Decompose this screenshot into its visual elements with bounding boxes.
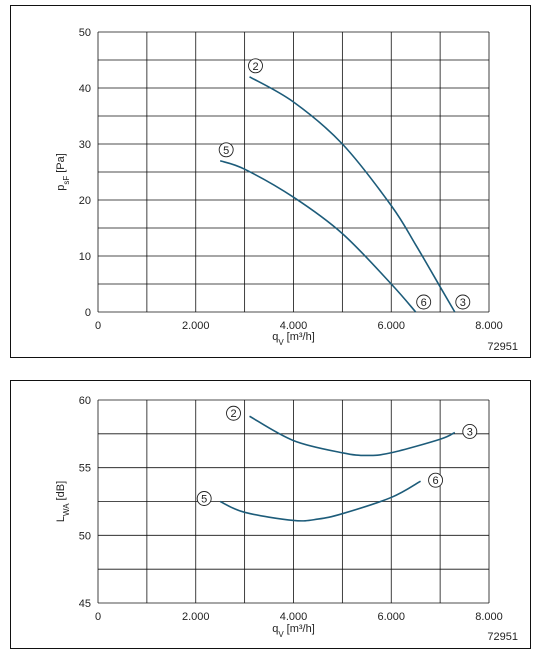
label-subscript: WA — [62, 503, 71, 516]
label-subscript: V — [278, 630, 284, 639]
y-tick-label: 50 — [79, 530, 91, 542]
curve-marker-label: 2 — [252, 61, 258, 73]
curve-marker-circle — [428, 472, 444, 488]
curve-marker-label: 3 — [460, 297, 466, 309]
x-tick-label: 4.000 — [280, 320, 308, 332]
curve-marker-circle — [218, 142, 234, 158]
y-axis-label: psF [Pa] — [55, 153, 71, 191]
curve-marker-label: 3 — [467, 426, 473, 438]
x-tick-label: 2.000 — [182, 611, 210, 623]
curve — [219, 480, 421, 522]
curve-marker-label: 6 — [433, 475, 439, 487]
label-unit: [m³/h] — [287, 331, 315, 343]
x-tick-label: 0 — [95, 320, 101, 332]
curve-marker-circle — [416, 294, 432, 310]
curve-marker-label: 5 — [223, 145, 229, 157]
label-symbol: q — [272, 331, 278, 343]
y-tick-label: 50 — [79, 27, 91, 39]
panel-frame — [10, 5, 531, 358]
curve-marker-label: 2 — [230, 408, 236, 420]
x-tick-label: 8.000 — [475, 320, 503, 332]
curve-marker-circle — [248, 58, 263, 74]
label-symbol: L — [55, 516, 67, 522]
label-unit: [dB] — [55, 481, 67, 501]
curve — [219, 160, 417, 313]
curve-marker-circle — [196, 491, 212, 506]
curve-marker-circle — [462, 424, 478, 439]
x-tick-label: 6.000 — [377, 320, 405, 332]
y-tick-label: 0 — [85, 307, 91, 319]
y-tick-label: 55 — [79, 463, 91, 475]
y-tick-label: 10 — [79, 251, 91, 263]
curve-marker-circle — [226, 405, 241, 421]
label-subscript: V — [278, 338, 284, 347]
y-tick-label: 30 — [79, 139, 91, 151]
label-symbol: q — [272, 623, 278, 635]
label-symbol: p — [55, 185, 67, 191]
label-unit: [Pa] — [55, 153, 67, 173]
curve — [249, 76, 456, 313]
x-axis-label: qV [m³/h] — [272, 623, 315, 639]
figure-code: 72951 — [487, 341, 518, 353]
figure-code: 72951 — [487, 631, 518, 643]
y-tick-label: 20 — [79, 195, 91, 207]
curve-marker-label: 6 — [421, 297, 427, 309]
label-unit: [m³/h] — [287, 623, 315, 635]
x-tick-label: 4.000 — [280, 611, 308, 623]
x-tick-label: 8.000 — [475, 611, 503, 623]
curve — [249, 415, 456, 457]
curve-marker-label: 5 — [201, 494, 207, 506]
y-tick-label: 60 — [79, 395, 91, 407]
x-axis-label: qV [m³/h] — [272, 331, 315, 347]
x-tick-label: 2.000 — [182, 320, 210, 332]
curve-marker-circle — [455, 294, 471, 310]
panel-frame — [10, 380, 531, 649]
y-tick-label: 40 — [79, 83, 91, 95]
x-tick-label: 6.000 — [377, 611, 405, 623]
label-subscript: sF — [62, 176, 71, 185]
x-tick-label: 0 — [95, 611, 101, 623]
y-tick-label: 45 — [79, 598, 91, 610]
y-axis-label: LWA [dB] — [55, 481, 71, 522]
